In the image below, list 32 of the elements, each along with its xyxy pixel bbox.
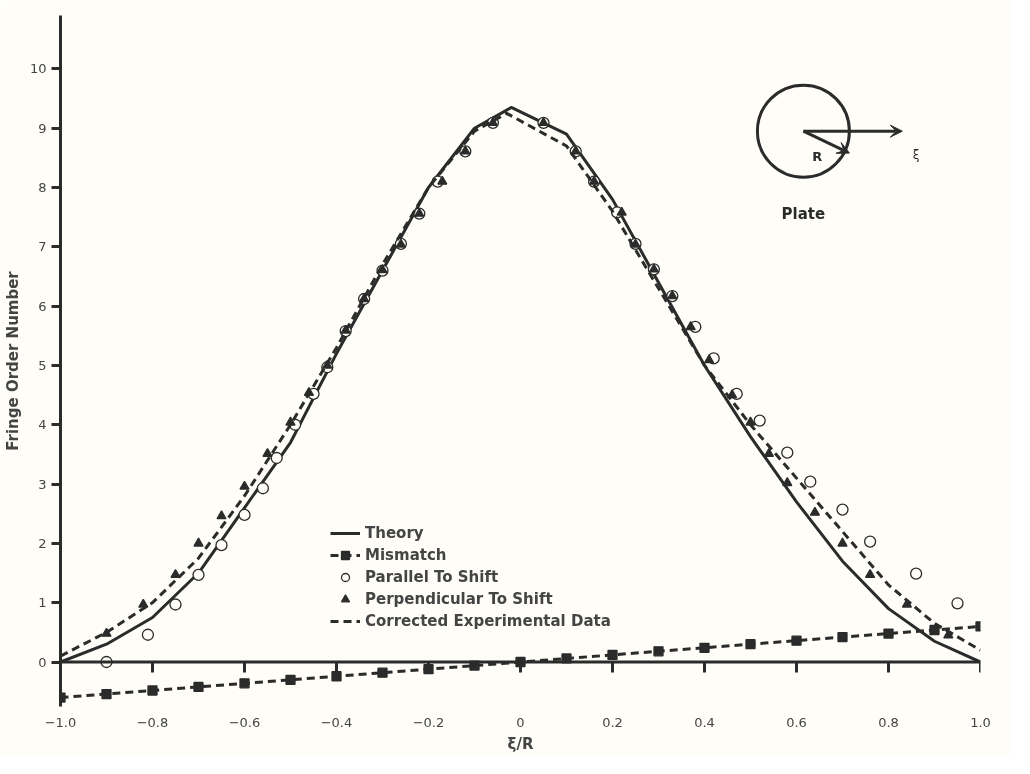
x-tick-label: 0.6	[786, 714, 807, 730]
legend-label: Corrected Experimental Data	[365, 612, 611, 630]
legend-label: Perpendicular To Shift	[365, 590, 553, 608]
y-axis-title: Fringe Order Number	[3, 270, 22, 451]
x-tick-label: 0.4	[694, 714, 715, 730]
x-tick-label: 0.2	[602, 714, 623, 730]
x-tick-label: −0.8	[136, 714, 169, 730]
x-tick-label: −0.6	[228, 714, 261, 730]
annotation: R	[812, 149, 823, 165]
y-tick-label: 8	[38, 180, 47, 196]
x-tick-label: −0.2	[412, 714, 445, 730]
y-tick-label: 2	[38, 535, 47, 551]
y-tick-label: 5	[38, 357, 47, 373]
y-tick-label: 1	[38, 595, 47, 611]
legend-label: Parallel To Shift	[365, 568, 499, 586]
x-tick-label: 0.8	[878, 714, 899, 730]
annotation: ξ	[912, 147, 920, 162]
x-tick-label: 0	[516, 714, 525, 730]
y-tick-label: 10	[29, 61, 47, 77]
y-tick-label: 6	[38, 298, 47, 314]
legend-label: Theory	[365, 524, 424, 542]
y-tick-label: 3	[38, 476, 47, 492]
legend-label: Mismatch	[365, 546, 447, 564]
y-tick-label: 0	[38, 654, 47, 670]
y-tick-label: 7	[38, 239, 47, 255]
annotation: Plate	[781, 205, 826, 224]
y-tick-label: 4	[38, 417, 47, 433]
x-tick-label: 1.0	[970, 714, 991, 730]
x-tick-label: −1.0	[44, 714, 77, 730]
y-tick-label: 9	[38, 120, 47, 136]
x-tick-label: −0.4	[320, 714, 353, 730]
x-axis-title: ξ/R	[507, 734, 534, 753]
